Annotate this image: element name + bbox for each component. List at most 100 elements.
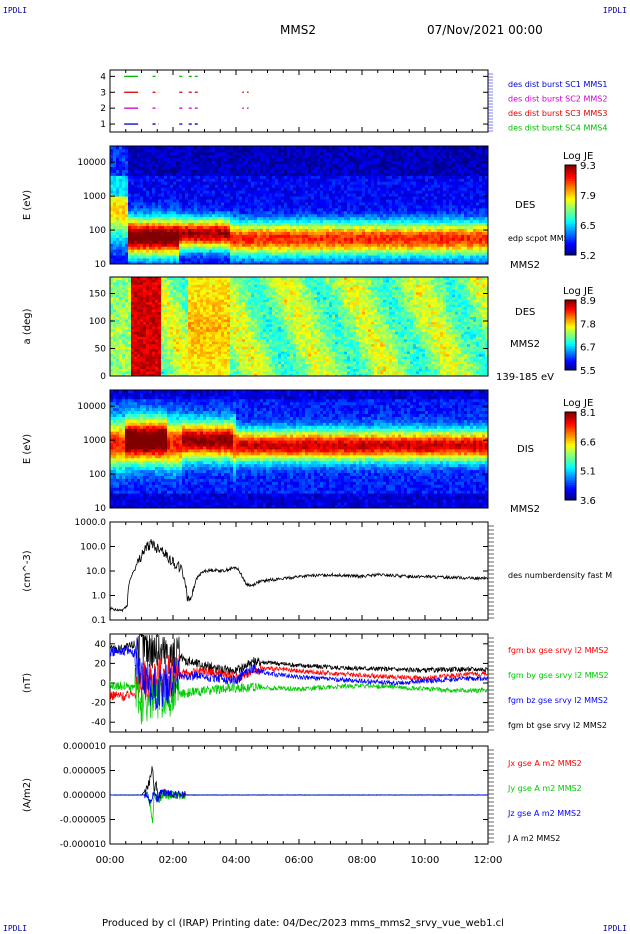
spectrogram-cell <box>443 210 447 215</box>
spectrogram-cell <box>389 160 393 165</box>
spectrogram-cell <box>152 228 156 232</box>
spectrogram-cell <box>467 166 471 170</box>
spectrogram-cell <box>218 187 222 191</box>
spectrogram-cell <box>143 181 147 185</box>
spectrogram-cell <box>173 252 177 256</box>
spectrogram-cell <box>167 184 171 188</box>
spectrogram-cell <box>215 210 219 215</box>
spectrogram-cell <box>221 252 225 256</box>
spectrogram-cell <box>230 255 234 259</box>
spectrogram-cell <box>281 184 285 188</box>
spectrogram-cell <box>446 166 450 170</box>
spectrogram-cell <box>461 243 465 247</box>
spectrogram-cell <box>143 207 147 212</box>
spectrogram-cell <box>221 258 225 262</box>
spectrogram-cell <box>437 210 441 215</box>
spectrogram-cell <box>458 234 462 238</box>
spectrogram-cell <box>356 190 360 194</box>
spectrogram-cell <box>272 169 276 173</box>
spectrogram-cell <box>239 181 243 185</box>
spectrogram-cell <box>197 231 201 235</box>
spectrogram-cell <box>128 234 132 238</box>
spectrogram-cell <box>275 160 279 165</box>
spectrogram-cell <box>368 154 372 159</box>
spectrogram-cell <box>281 196 285 200</box>
spectrogram-cell <box>323 207 327 212</box>
spectrogram-cell <box>251 225 255 229</box>
spectrogram-cell <box>380 193 384 197</box>
spectrogram-cell <box>233 178 237 182</box>
spectrogram-cell <box>293 261 297 265</box>
spectrogram-cell <box>173 154 177 159</box>
spectrogram-cell <box>128 255 132 259</box>
spectrogram-cell <box>119 202 123 206</box>
spectrogram-cell <box>218 146 222 150</box>
spectrogram-cell <box>158 199 162 203</box>
spectrogram-cell <box>287 175 291 179</box>
spectrogram-cell <box>470 210 474 215</box>
spectrogram-cell <box>395 261 399 265</box>
spectrogram-cell <box>260 163 264 168</box>
spectrogram-cell <box>368 240 372 244</box>
spectrogram-cell <box>188 252 192 256</box>
spectrogram-cell <box>362 249 366 253</box>
spectrogram-cell <box>455 228 459 232</box>
spectrogram-cell <box>422 193 426 197</box>
spectrogram-cell <box>317 199 321 203</box>
spectrogram-cell <box>425 146 429 150</box>
spectrogram-cell <box>419 258 423 262</box>
spectrogram-cell <box>374 249 378 253</box>
spectrogram-cell <box>446 202 450 206</box>
spectrogram-cell <box>206 228 210 232</box>
spectrogram-cell <box>131 146 135 150</box>
spectrogram-cell <box>305 205 309 209</box>
spectrogram-cell <box>203 202 207 206</box>
spectrogram-cell <box>188 225 192 229</box>
spectrogram-cell <box>167 146 171 150</box>
spectrogram-cell <box>212 160 216 165</box>
spectrogram-cell <box>353 154 357 159</box>
spectrogram-cell <box>242 258 246 262</box>
spectrogram-cell <box>449 231 453 235</box>
spectrogram-cell <box>458 151 462 156</box>
spectrogram-cell <box>308 243 312 247</box>
spectrogram-cell <box>335 181 339 185</box>
spectrogram-cell <box>467 151 471 156</box>
spectrogram-cell <box>146 163 150 168</box>
spectrogram-cell <box>194 160 198 165</box>
spectrogram-cell <box>428 255 432 259</box>
spectrogram-cell <box>197 196 201 200</box>
spectrogram-cell <box>158 213 162 218</box>
spectrogram-cell <box>356 146 360 150</box>
spectrogram-cell <box>251 210 255 215</box>
spectrogram-cell <box>359 157 363 162</box>
spectrogram-cell <box>224 222 228 227</box>
spectrogram-cell <box>305 255 309 259</box>
spectrogram-cell <box>377 222 381 227</box>
spectrogram-cell <box>323 231 327 235</box>
spectrogram-cell <box>245 172 249 176</box>
spectrogram-cell <box>449 243 453 247</box>
spectrogram-cell <box>359 202 363 206</box>
spectrogram-cell <box>143 258 147 262</box>
spectrogram-cell <box>317 196 321 200</box>
spectrogram-cell <box>338 169 342 173</box>
spectrogram-cell <box>167 172 171 176</box>
spectrogram-cell <box>119 231 123 235</box>
spectrogram-cell <box>362 210 366 215</box>
spectrogram-cell <box>317 216 321 221</box>
spectrogram-cell <box>305 187 309 191</box>
spectrogram-cell <box>218 261 222 265</box>
spectrogram-cell <box>140 237 144 241</box>
spectrogram-cell <box>203 210 207 215</box>
spectrogram-cell <box>224 163 228 168</box>
spectrogram-cell <box>419 184 423 188</box>
spectrogram-cell <box>191 222 195 227</box>
spectrogram-cell <box>272 151 276 156</box>
spectrogram-cell <box>299 219 303 224</box>
spectrogram-cell <box>110 243 114 247</box>
spectrogram-cell <box>311 175 315 179</box>
spectrogram-cell <box>290 175 294 179</box>
spectrogram-cell <box>188 181 192 185</box>
spectrogram-cell <box>446 231 450 235</box>
